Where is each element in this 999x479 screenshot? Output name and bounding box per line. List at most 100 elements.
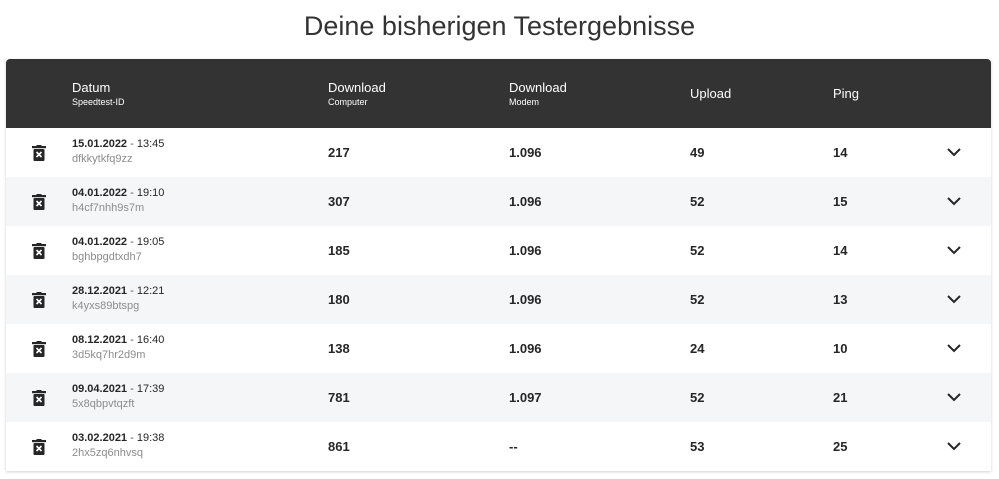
speedtest-id: 5x8qbpvtqzft [72, 398, 135, 410]
download-computer-value: 307 [328, 194, 350, 209]
upload-value: 24 [690, 341, 705, 356]
download-modem-value: 1.096 [509, 243, 542, 258]
download-computer-value: 217 [328, 145, 350, 160]
date-cell: 08.12.2021 - 16:40 3d5kq7hr2d9m [72, 333, 164, 363]
chevron-down-icon[interactable] [946, 146, 962, 158]
header-date: Datum Speedtest-ID [72, 59, 125, 128]
upload-value: 52 [690, 292, 705, 307]
speedtest-id: dfkkytkfq9zz [72, 153, 133, 165]
ping-value: 10 [833, 341, 848, 356]
trash-icon[interactable] [32, 145, 46, 161]
speedtest-id: k4yxs89btspg [72, 300, 140, 312]
download-computer-value: 185 [328, 243, 350, 258]
header-download-modem-sub: Modem [509, 96, 540, 107]
date-cell: 28.12.2021 - 12:21 k4yxs89btspg [72, 284, 164, 314]
header-download-computer-sub: Computer [328, 96, 368, 107]
date-time-separator: - [127, 138, 137, 150]
date-cell: 15.01.2022 - 13:45 dfkkytkfq9zz [72, 137, 164, 167]
speedtest-id: h4cf7nhh9s7m [72, 202, 145, 214]
table-body: 15.01.2022 - 13:45 dfkkytkfq9zz 217 1.09… [6, 128, 991, 471]
download-modem-value: 1.096 [509, 341, 542, 356]
trash-icon[interactable] [32, 390, 46, 406]
header-date-sub: Speedtest-ID [72, 96, 125, 107]
download-computer-value: 180 [328, 292, 350, 307]
date-cell: 04.01.2022 - 19:10 h4cf7nhh9s7m [72, 186, 164, 216]
test-date: 04.01.2022 [72, 187, 128, 199]
ping-value: 13 [833, 292, 848, 307]
table-row: 08.12.2021 - 16:40 3d5kq7hr2d9m 138 1.09… [6, 324, 991, 373]
header-download-computer: Download Computer [328, 59, 386, 128]
chevron-down-icon[interactable] [946, 195, 962, 207]
test-time: 12:21 [136, 285, 165, 297]
download-computer-value: 781 [328, 390, 350, 405]
date-time-separator: - [127, 334, 137, 346]
table-row: 09.04.2021 - 17:39 5x8qbpvtqzft 781 1.09… [6, 373, 991, 422]
test-date: 15.01.2022 [72, 138, 128, 150]
date-cell: 09.04.2021 - 17:39 5x8qbpvtqzft [72, 382, 164, 412]
header-download-modem-label: Download [509, 79, 567, 95]
ping-value: 14 [833, 145, 848, 160]
date-time-separator: - [127, 432, 137, 444]
upload-value: 52 [690, 194, 705, 209]
chevron-down-icon[interactable] [946, 440, 962, 452]
download-modem-value: 1.096 [509, 194, 542, 209]
test-time: 16:40 [136, 334, 165, 346]
download-computer-value: 861 [328, 439, 350, 454]
date-cell: 03.02.2021 - 19:38 2hx5zq6nhvsq [72, 431, 164, 461]
date-time-separator: - [127, 285, 137, 297]
table-row: 04.01.2022 - 19:10 h4cf7nhh9s7m 307 1.09… [6, 177, 991, 226]
test-time: 17:39 [136, 383, 165, 395]
test-date: 28.12.2021 [72, 285, 128, 297]
table-row: 04.01.2022 - 19:05 bghbpgdtxdh7 185 1.09… [6, 226, 991, 275]
test-date: 04.01.2022 [72, 236, 128, 248]
table-row: 28.12.2021 - 12:21 k4yxs89btspg 180 1.09… [6, 275, 991, 324]
test-time: 19:10 [136, 187, 165, 199]
trash-icon[interactable] [32, 243, 46, 259]
test-date: 09.04.2021 [72, 383, 128, 395]
ping-value: 14 [833, 243, 848, 258]
download-computer-value: 138 [328, 341, 350, 356]
header-date-label: Datum [72, 79, 111, 95]
chevron-down-icon[interactable] [946, 244, 962, 256]
speedtest-id: 3d5kq7hr2d9m [72, 349, 146, 361]
download-modem-value: -- [509, 439, 518, 454]
test-date: 03.02.2021 [72, 432, 128, 444]
test-time: 19:05 [136, 236, 165, 248]
test-time: 19:38 [136, 432, 165, 444]
page-title: Deine bisherigen Testergebnisse [303, 11, 696, 41]
download-modem-value: 1.097 [509, 390, 542, 405]
table-row: 15.01.2022 - 13:45 dfkkytkfq9zz 217 1.09… [6, 128, 991, 177]
upload-value: 49 [690, 145, 705, 160]
date-time-separator: - [127, 236, 137, 248]
date-time-separator: - [127, 187, 137, 199]
trash-icon[interactable] [32, 194, 46, 210]
speedtest-id: bghbpgdtxdh7 [72, 251, 142, 263]
header-ping-label: Ping [833, 86, 860, 101]
table-row: 03.02.2021 - 19:38 2hx5zq6nhvsq 861 -- 5… [6, 422, 991, 471]
upload-value: 52 [690, 243, 705, 258]
date-time-separator: - [127, 383, 137, 395]
header-download-computer-label: Download [328, 79, 386, 95]
test-time: 13:45 [136, 138, 165, 150]
download-modem-value: 1.096 [509, 292, 542, 307]
chevron-down-icon[interactable] [946, 342, 962, 354]
ping-value: 15 [833, 194, 848, 209]
ping-value: 25 [833, 439, 848, 454]
trash-icon[interactable] [32, 292, 46, 308]
trash-icon[interactable] [32, 341, 46, 357]
ping-value: 21 [833, 390, 848, 405]
upload-value: 53 [690, 439, 705, 454]
speedtest-id: 2hx5zq6nhvsq [72, 447, 143, 459]
upload-value: 52 [690, 390, 705, 405]
header-upload: Upload [690, 59, 731, 128]
results-table: Datum Speedtest-ID Download Computer Dow… [6, 59, 991, 471]
chevron-down-icon[interactable] [946, 391, 962, 403]
table-header: Datum Speedtest-ID Download Computer Dow… [6, 59, 991, 128]
test-date: 08.12.2021 [72, 334, 128, 346]
download-modem-value: 1.096 [509, 145, 542, 160]
header-ping: Ping [833, 59, 859, 128]
chevron-down-icon[interactable] [946, 293, 962, 305]
date-cell: 04.01.2022 - 19:05 bghbpgdtxdh7 [72, 235, 164, 265]
trash-icon[interactable] [32, 439, 46, 455]
header-download-modem: Download Modem [509, 59, 567, 128]
